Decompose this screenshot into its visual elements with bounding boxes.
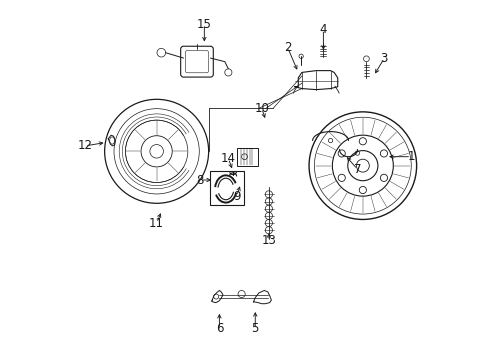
Text: 11: 11	[149, 216, 164, 230]
Text: 7: 7	[353, 163, 361, 176]
Text: 14: 14	[221, 152, 235, 165]
Text: 12: 12	[77, 139, 92, 152]
Text: 5: 5	[251, 322, 259, 335]
Text: 8: 8	[196, 174, 203, 186]
Text: 2: 2	[283, 41, 291, 54]
Text: 9: 9	[232, 190, 240, 203]
Text: 15: 15	[197, 18, 211, 31]
Text: 10: 10	[254, 102, 268, 115]
Text: 4: 4	[319, 23, 326, 36]
Text: 13: 13	[261, 234, 276, 247]
Bar	[210, 171, 244, 205]
Text: 1: 1	[407, 150, 414, 163]
Bar	[236, 148, 258, 166]
Text: 6: 6	[215, 322, 223, 335]
Text: 3: 3	[380, 51, 387, 64]
